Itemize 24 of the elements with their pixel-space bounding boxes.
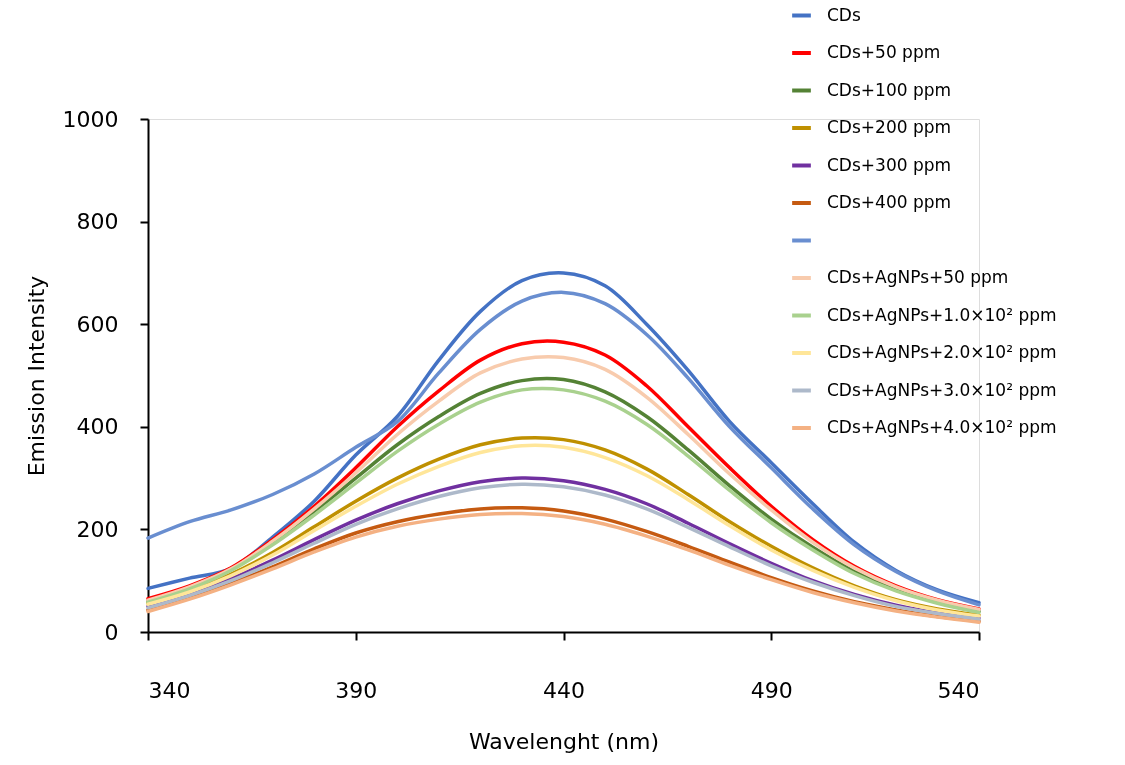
- y-tick-label: 200: [76, 516, 119, 542]
- y-tick-label: 600: [76, 311, 119, 337]
- legend-label: CDs+300 ppm: [827, 154, 952, 175]
- x-tick-label: 340: [148, 677, 191, 703]
- legend-label: CDs+AgNPs+2.0×10² ppm: [827, 342, 1057, 362]
- y-tick-label: 0: [104, 619, 119, 645]
- legend-label: CDs+AgNPs+3.0×10² ppm: [827, 379, 1057, 400]
- legend-label: CDs+AgNPs+1.0×10² ppm: [827, 304, 1057, 325]
- x-tick-label: 390: [335, 677, 378, 703]
- legend-label: CDs+400 ppm: [827, 192, 952, 212]
- legend-label: CDs+100 ppm: [827, 79, 952, 100]
- legend-label: CDs+AgNPs+4.0×10² ppm: [827, 417, 1057, 437]
- y-tick-label: 800: [76, 209, 119, 235]
- x-tick-label: 440: [543, 677, 585, 703]
- x-tick-label: 540: [937, 677, 980, 703]
- y-axis-title: Emission Intensity: [23, 275, 49, 477]
- legend-label: CDs: [827, 4, 861, 25]
- legend-label: CDs+AgNPs+50 ppm: [827, 267, 1009, 287]
- legend-label: CDs+200 ppm: [827, 117, 952, 137]
- y-tick-label: 1000: [62, 106, 119, 132]
- x-axis-title: Wavelenght (nm): [468, 728, 660, 754]
- x-tick-label: 490: [750, 677, 793, 703]
- y-tick-label: 400: [76, 414, 119, 440]
- legend-label: CDs+50 ppm: [827, 42, 941, 62]
